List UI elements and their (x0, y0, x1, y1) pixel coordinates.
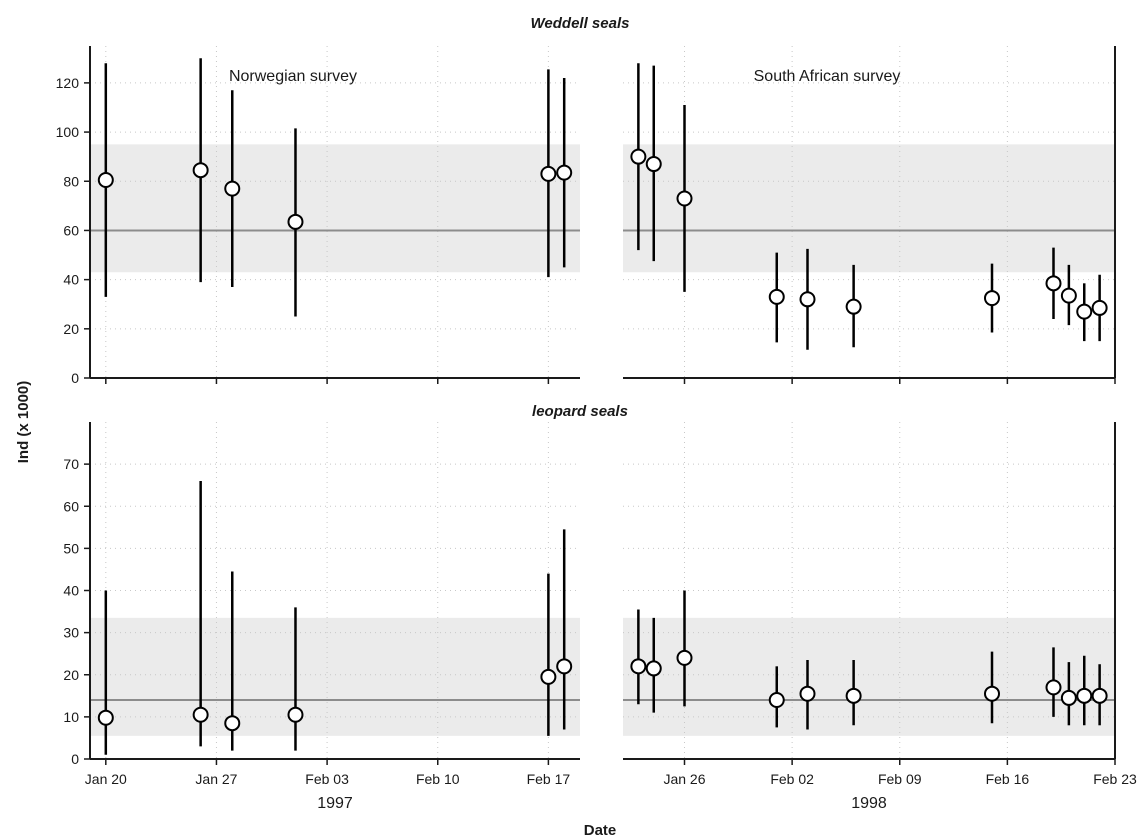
y-tick-label: 60 (63, 222, 79, 238)
x-tick-label: Feb 03 (305, 771, 349, 787)
y-tick-label: 30 (63, 625, 79, 641)
data-point (799, 685, 816, 702)
data-point (1045, 679, 1062, 696)
data-point (1076, 303, 1093, 320)
x-axis-title: Date (584, 822, 617, 839)
survey-label: South African survey (754, 68, 901, 85)
data-point (768, 288, 785, 305)
data-point (192, 162, 209, 179)
x-tick-label: Feb 23 (1093, 771, 1137, 787)
data-point (540, 668, 557, 685)
x-tick-label: Jan 26 (663, 771, 705, 787)
data-point (1060, 287, 1077, 304)
x-tick-label: Jan 27 (195, 771, 237, 787)
x-tick-label: Feb 09 (878, 771, 922, 787)
data-point (676, 190, 693, 207)
data-point (224, 180, 241, 197)
data-point (630, 148, 647, 165)
y-axis-title: Ind (x 1000) (15, 381, 32, 464)
data-point (645, 660, 662, 677)
y-tick-label: 0 (71, 370, 79, 386)
data-point (556, 658, 573, 675)
data-point (287, 706, 304, 723)
data-point (984, 290, 1000, 307)
y-tick-label: 100 (56, 124, 80, 140)
year-label: 1997 (317, 795, 353, 812)
y-tick-label: 20 (63, 321, 79, 337)
year-label: 1998 (851, 795, 887, 812)
subplot-leopard-1998: Jan 26 Feb 02 Feb 09 Feb 16 Feb 23 1998 (623, 422, 1137, 812)
data-point (1060, 689, 1077, 706)
data-point (1045, 275, 1062, 292)
y-tick-label: 120 (56, 75, 80, 91)
y-tick-label: 20 (63, 667, 79, 683)
subplot-weddell-1997: 0 20 40 60 80 100 120 Norwegian survey (56, 46, 580, 386)
data-point (1091, 299, 1108, 316)
data-point (799, 291, 816, 308)
y-tick-label: 60 (63, 498, 79, 514)
data-point (1091, 687, 1108, 704)
x-tick-label: Jan 20 (85, 771, 127, 787)
data-point (630, 658, 647, 675)
data-point (540, 165, 557, 182)
data-point (224, 715, 241, 732)
subplot-leopard-1997: 0 10 20 30 40 50 60 70 Jan 20 Jan 27 Feb 03 Feb 10 F… (63, 422, 580, 812)
data-point (97, 709, 114, 726)
confidence-band (623, 617, 1115, 736)
data-point (1076, 687, 1093, 704)
data-point (192, 706, 209, 723)
data-point (645, 156, 662, 173)
x-tick-label: Feb 16 (986, 771, 1030, 787)
y-tick-label: 80 (63, 173, 79, 189)
data-point (287, 213, 304, 230)
data-point (984, 685, 1000, 702)
data-point (768, 692, 785, 709)
x-tick-label: Feb 02 (770, 771, 814, 787)
survey-label: Norwegian survey (229, 68, 357, 85)
x-tick-label: Feb 10 (416, 771, 460, 787)
y-tick-label: 40 (63, 583, 79, 599)
subplot-weddell-1998: South African survey (623, 46, 1116, 384)
panel-title: Weddell seals (531, 15, 630, 32)
y-tick-label: 40 (63, 272, 79, 288)
y-tick-label: 70 (63, 456, 79, 472)
data-point (556, 164, 573, 181)
data-point (845, 687, 862, 704)
x-tick-label: Feb 17 (527, 771, 571, 787)
data-point (676, 649, 693, 666)
data-point (97, 172, 114, 189)
y-tick-label: 0 (71, 751, 79, 767)
data-point (845, 298, 862, 315)
confidence-band (623, 144, 1115, 273)
y-tick-label: 50 (63, 540, 79, 556)
panel-title: leopard seals (532, 403, 628, 420)
confidence-band (90, 144, 580, 273)
y-tick-label: 10 (63, 709, 79, 725)
confidence-band (90, 617, 580, 736)
